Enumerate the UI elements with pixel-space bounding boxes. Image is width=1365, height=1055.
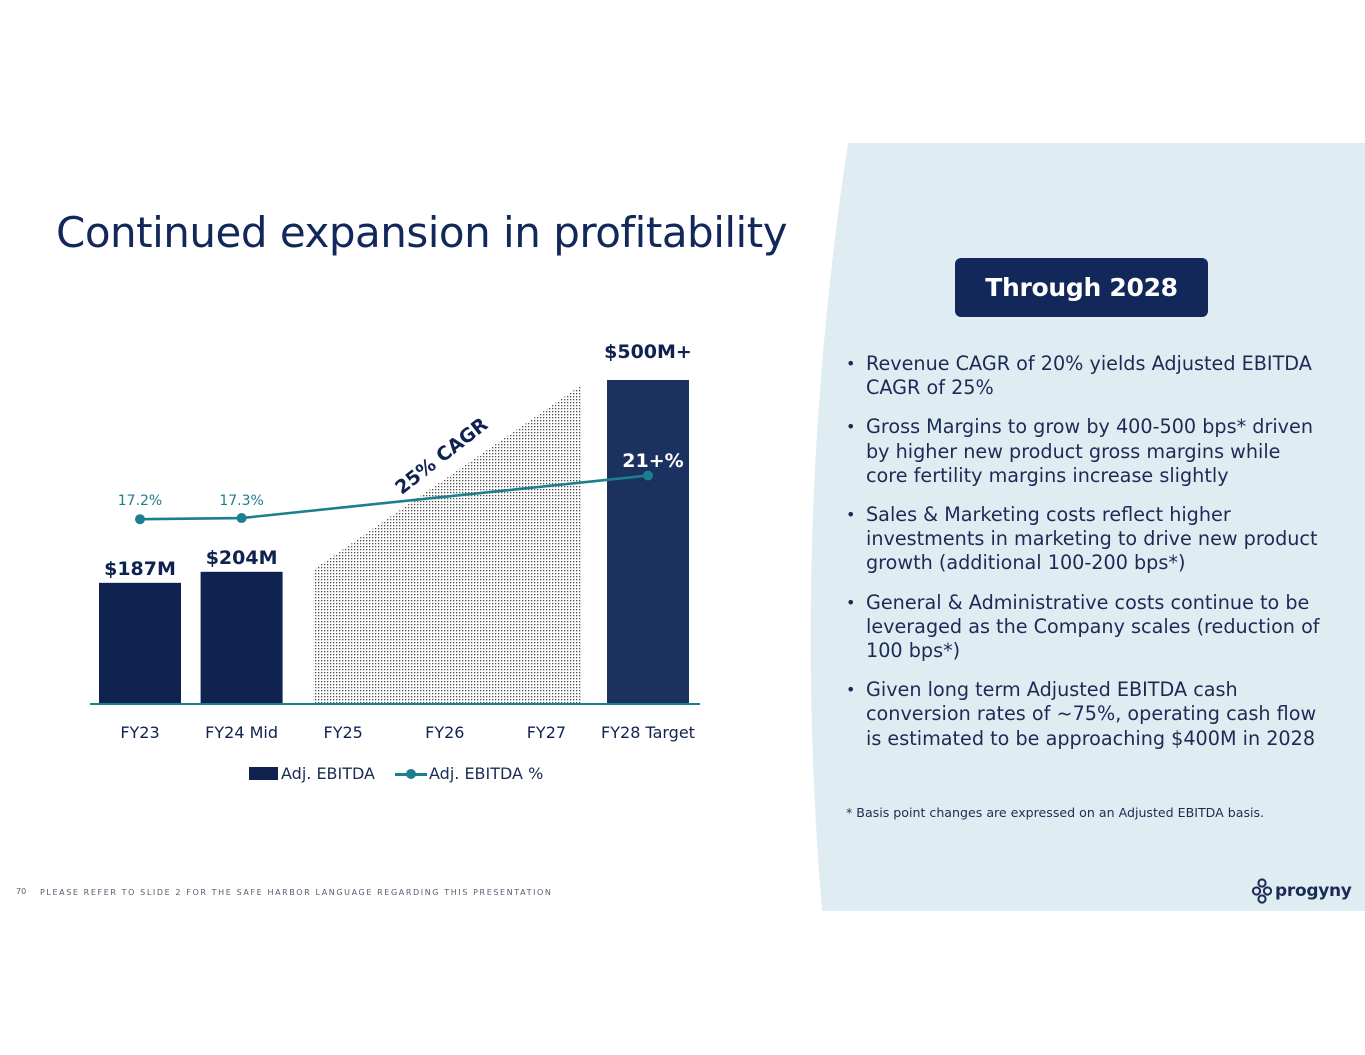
bar-fy28-target — [607, 380, 689, 704]
x-tick-label: FY23 — [120, 723, 159, 742]
x-tick-label: FY27 — [527, 723, 566, 742]
legend-label-ebitda-pct: Adj. EBITDA % — [429, 764, 544, 783]
progyny-logo-icon — [1252, 878, 1272, 904]
through-2028-header: Through 2028 — [955, 258, 1208, 317]
basis-point-footnote: * Basis point changes are expressed on a… — [846, 805, 1265, 820]
legend-label-ebitda: Adj. EBITDA — [281, 764, 375, 783]
bullet-general-admin: General & Administrative costs continue … — [846, 591, 1324, 664]
x-tick-label: FY28 Target — [601, 723, 695, 742]
x-tick-label: FY25 — [324, 723, 363, 742]
bar-value-label: $187M — [104, 558, 176, 580]
slide-title: Continued expansion in profitability — [56, 208, 788, 257]
projection-shaded-area — [313, 385, 582, 704]
ebitda-chart: 25% CAGR $187M$204M$500M+17.2% 17.3%21+% … — [90, 341, 700, 742]
margin-point-fy28-target — [643, 470, 653, 481]
bullet-cash-conversion: Given long term Adjusted EBITDA cash con… — [846, 678, 1324, 751]
bullet-sales-marketing: Sales & Marketing costs reflect higher i… — [846, 503, 1324, 576]
margin-value-label: 21+% — [622, 450, 683, 472]
page-number: 70 — [16, 887, 27, 896]
legend-line-swatch — [395, 767, 427, 781]
x-tick-label: FY24 Mid — [205, 723, 278, 742]
chart-legend: Adj. EBITDA Adj. EBITDA % — [249, 764, 543, 783]
margin-value-label: 17.3% — [219, 493, 263, 509]
legend-bar-swatch — [249, 767, 278, 780]
x-tick-label: FY26 — [425, 723, 464, 742]
progyny-logo: progyny — [1252, 878, 1352, 904]
bar-fy23 — [99, 582, 181, 704]
margin-point-fy23 — [135, 514, 145, 525]
bullet-gross-margins: Gross Margins to grow by 400-500 bps* dr… — [846, 415, 1324, 488]
bullet-revenue-cagr: Revenue CAGR of 20% yields Adjusted EBIT… — [846, 352, 1324, 400]
margin-value-label: 17.2% — [118, 493, 162, 509]
bar-fy24-mid — [200, 571, 283, 704]
margin-point-fy24-mid — [236, 513, 247, 524]
progyny-logo-text: progyny — [1275, 881, 1352, 901]
bar-value-label: $500M+ — [604, 341, 692, 363]
safe-harbor-disclaimer: PLEASE REFER TO SLIDE 2 FOR THE SAFE HAR… — [40, 888, 553, 897]
bar-value-label: $204M — [206, 547, 278, 569]
outlook-bullet-list: Revenue CAGR of 20% yields Adjusted EBIT… — [846, 352, 1324, 766]
